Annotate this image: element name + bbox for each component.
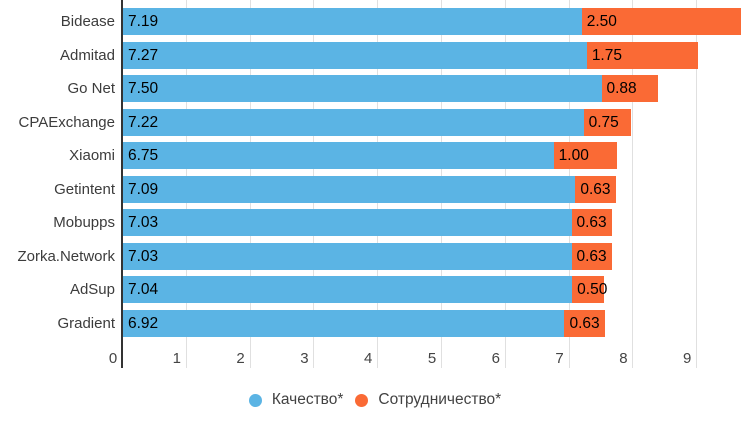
cooperation-bar-segment: 2.50	[581, 8, 742, 36]
cooperation-bar-segment: 0.75	[583, 108, 632, 136]
value-label: 0.88	[606, 80, 637, 98]
value-label: 1.00	[558, 147, 589, 165]
value-label: 7.27	[128, 46, 159, 64]
value-label: 6.75	[128, 147, 159, 165]
gridline	[696, 0, 698, 368]
x-tick-label: 8	[619, 350, 628, 367]
bar-rows: Bidease 7.19 2.50 Admitad 7.27 1.75 Go Net 7.50…	[0, 5, 750, 340]
cooperation-bar-segment: 0.88	[601, 75, 658, 103]
bar-row: Zorka.Network 7.03 0.63	[0, 240, 750, 274]
x-tick-label: 5	[427, 350, 437, 367]
quality-bar-segment: 6.92	[123, 309, 565, 337]
cooperation-bar-segment: 0.50	[572, 276, 608, 304]
cooperation-bar-segment: 0.63	[571, 209, 612, 237]
quality-bar-segment: 7.19	[123, 8, 582, 36]
value-label: 0.75	[588, 113, 619, 131]
category-label: Gradient	[57, 314, 115, 332]
category-label: CPAExchange	[18, 113, 115, 131]
value-label: 0.63	[576, 214, 607, 232]
bar-track: 7.04 0.50	[123, 276, 750, 304]
bar-track: 7.22 0.75	[123, 108, 750, 136]
y-axis-line	[121, 0, 123, 368]
value-label: 7.04	[128, 281, 159, 299]
bar-row: Getintent 7.09 0.63	[0, 173, 750, 207]
x-tick-label: 7	[555, 350, 564, 367]
quality-swatch-icon	[248, 393, 262, 407]
value-label: 1.75	[591, 46, 622, 64]
bar-track: 7.19 2.50	[123, 8, 750, 36]
bar-track: 6.75 1.00	[123, 142, 750, 170]
category-label: AdSup	[69, 281, 115, 299]
bar-track: 6.92 0.63	[123, 309, 750, 337]
bar-track: 7.50 0.88	[123, 75, 750, 103]
legend-label-quality: Качество*	[271, 391, 344, 408]
category-label: Getintent	[54, 180, 115, 198]
category-label: Xiaomi	[69, 147, 115, 165]
value-label: 0.50	[577, 281, 608, 299]
legend-item-quality: Качество*	[248, 391, 344, 409]
quality-bar-segment: 7.27	[123, 41, 587, 69]
cooperation-bar-segment: 1.75	[586, 41, 699, 69]
value-label: 7.22	[128, 113, 159, 131]
value-label: 2.50	[586, 13, 617, 31]
bar-row: CPAExchange 7.22 0.75	[0, 106, 750, 140]
value-label: 6.92	[128, 314, 159, 332]
bar-row: AdSup 7.04 0.50	[0, 273, 750, 307]
legend: Качество* Сотрудничество*	[0, 391, 750, 409]
plot-area: Bidease 7.19 2.50 Admitad 7.27 1.75 Go Net 7.50…	[0, 0, 750, 368]
cooperation-bar-segment: 0.63	[575, 175, 616, 203]
bar-row: Xiaomi 6.75 1.00	[0, 139, 750, 173]
bar-track: 7.09 0.63	[123, 175, 750, 203]
gridline	[632, 0, 634, 368]
x-tick-label: 9	[683, 350, 692, 367]
value-label: 0.63	[580, 180, 611, 198]
category-label: Mobupps	[53, 214, 115, 232]
cooperation-swatch-icon	[355, 393, 369, 407]
bar-row: Bidease 7.19 2.50	[0, 5, 750, 39]
quality-bar-segment: 7.09	[123, 175, 576, 203]
x-tick-label: 1	[172, 350, 181, 367]
value-label: 7.03	[128, 214, 159, 232]
cooperation-bar-segment: 0.63	[571, 242, 612, 270]
bar-track: 7.03 0.63	[123, 209, 750, 237]
category-label: Zorka.Network	[17, 247, 115, 265]
bar-track: 7.03 0.63	[123, 242, 750, 270]
quality-bar-segment: 7.04	[123, 276, 573, 304]
cooperation-bar-segment: 0.63	[564, 309, 605, 337]
cooperation-bar-segment: 1.00	[553, 142, 618, 170]
x-tick-label: 3	[300, 350, 309, 367]
x-tick-label: 0	[108, 350, 118, 367]
bar-row: Mobupps 7.03 0.63	[0, 206, 750, 240]
x-axis: 0 1 2 3 4 5 6 7 8 9	[108, 350, 692, 367]
category-label: Bidease	[60, 13, 115, 31]
bar-row: Gradient 6.92 0.63	[0, 307, 750, 341]
quality-bar-segment: 7.03	[123, 242, 572, 270]
category-label: Go Net	[67, 80, 115, 98]
quality-bar-segment: 7.50	[123, 75, 602, 103]
x-tick-label: 4	[364, 350, 373, 367]
quality-bar-segment: 6.75	[123, 142, 554, 170]
value-label: 7.09	[128, 180, 159, 198]
quality-bar-segment: 7.22	[123, 108, 584, 136]
value-label: 7.03	[128, 247, 159, 265]
value-label: 0.63	[569, 314, 600, 332]
bar-track: 7.27 1.75	[123, 41, 750, 69]
value-label: 7.50	[128, 80, 159, 98]
x-tick-label: 2	[236, 350, 245, 367]
bar-row: Admitad 7.27 1.75	[0, 39, 750, 73]
value-label: 0.63	[576, 247, 607, 265]
legend-item-cooperation: Сотрудничество*	[355, 391, 501, 409]
x-tick-label: 6	[491, 350, 500, 367]
quality-bar-segment: 7.03	[123, 209, 572, 237]
legend-label-cooperation: Сотрудничество*	[378, 391, 502, 408]
category-label: Admitad	[59, 46, 115, 64]
value-label: 7.19	[128, 13, 159, 31]
bar-row: Go Net 7.50 0.88	[0, 72, 750, 106]
